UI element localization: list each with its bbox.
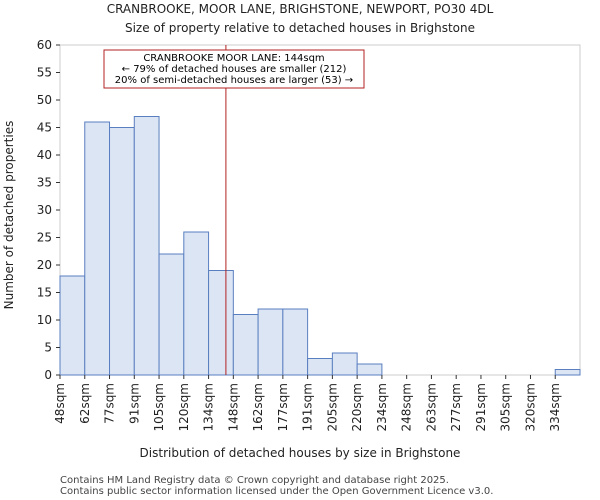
bar xyxy=(282,308,309,376)
x-tick-label: 248sqm xyxy=(400,383,414,431)
bar xyxy=(232,314,259,376)
x-tick-label: 77sqm xyxy=(103,383,117,424)
footer-line-2: Contains public sector information licen… xyxy=(60,486,493,497)
annotation-line-1: CRANBROOKE MOOR LANE: 144sqm xyxy=(143,53,324,64)
x-tick-label: 263sqm xyxy=(424,383,438,431)
bar xyxy=(59,275,86,376)
x-tick-label: 205sqm xyxy=(325,383,339,431)
bar xyxy=(133,116,160,376)
x-tick-label: 62sqm xyxy=(78,383,92,424)
footer-line-1: Contains HM Land Registry data © Crown c… xyxy=(60,475,449,486)
x-axis-label: Distribution of detached houses by size … xyxy=(140,446,461,460)
x-axis: 48sqm 62sqm 77sqm 91sqm 105sqm 120sqm 134sqm 14… xyxy=(53,375,562,431)
annotation-line-2: ← 79% of detached houses are smaller (21… xyxy=(122,64,347,75)
annotation-box: CRANBROOKE MOOR LANE: 144sqm ← 79% of de… xyxy=(103,49,365,89)
x-tick-label: 91sqm xyxy=(127,383,141,424)
x-tick-label: 320sqm xyxy=(523,383,537,431)
x-tick-label: 105sqm xyxy=(152,383,166,431)
x-tick-label: 191sqm xyxy=(301,383,315,431)
y-tick-label: 55 xyxy=(37,66,52,80)
bar xyxy=(257,308,284,376)
y-tick-label: 0 xyxy=(44,368,52,382)
annotation-frame xyxy=(103,49,365,89)
y-tick-label: 60 xyxy=(37,38,52,52)
bar xyxy=(554,369,581,376)
bar xyxy=(183,231,210,376)
bar xyxy=(84,121,111,376)
x-tick-label: 177sqm xyxy=(276,383,290,431)
x-tick-label: 148sqm xyxy=(226,383,240,431)
x-tick-label: 291sqm xyxy=(474,383,488,431)
x-tick-label: 120sqm xyxy=(177,383,191,431)
y-axis: 0 5 10 15 20 25 30 35 40 45 50 55 60 xyxy=(37,38,60,382)
x-tick-label: 134sqm xyxy=(202,383,216,431)
y-tick-label: 10 xyxy=(37,313,52,327)
bar xyxy=(356,363,383,376)
x-tick-label: 162sqm xyxy=(251,383,265,431)
x-tick-label: 305sqm xyxy=(499,383,513,431)
y-tick-label: 45 xyxy=(37,121,52,135)
chart-title: CRANBROOKE, MOOR LANE, BRIGHSTONE, NEWPO… xyxy=(107,2,494,16)
x-tick-label: 48sqm xyxy=(53,383,67,424)
bar xyxy=(331,352,358,376)
annotation-line-3: 20% of semi-detached houses are larger (… xyxy=(115,75,353,86)
y-tick-label: 35 xyxy=(37,176,52,190)
y-tick-label: 25 xyxy=(37,231,52,245)
x-tick-label: 334sqm xyxy=(548,383,562,431)
y-axis-label: Number of detached properties xyxy=(2,121,16,310)
y-tick-label: 20 xyxy=(37,258,52,272)
y-tick-label: 40 xyxy=(37,148,52,162)
x-tick-label: 234sqm xyxy=(375,383,389,431)
y-tick-label: 30 xyxy=(37,203,52,217)
y-tick-label: 15 xyxy=(37,286,52,300)
x-tick-label: 220sqm xyxy=(350,383,364,431)
bars xyxy=(59,116,581,376)
bar xyxy=(307,358,333,376)
y-tick-label: 5 xyxy=(44,341,52,355)
y-tick-label: 50 xyxy=(37,93,52,107)
chart-subtitle: Size of property relative to detached ho… xyxy=(125,21,475,35)
bar xyxy=(208,270,234,376)
bar xyxy=(109,127,135,376)
bar xyxy=(158,253,185,376)
x-tick-label: 277sqm xyxy=(449,383,463,431)
